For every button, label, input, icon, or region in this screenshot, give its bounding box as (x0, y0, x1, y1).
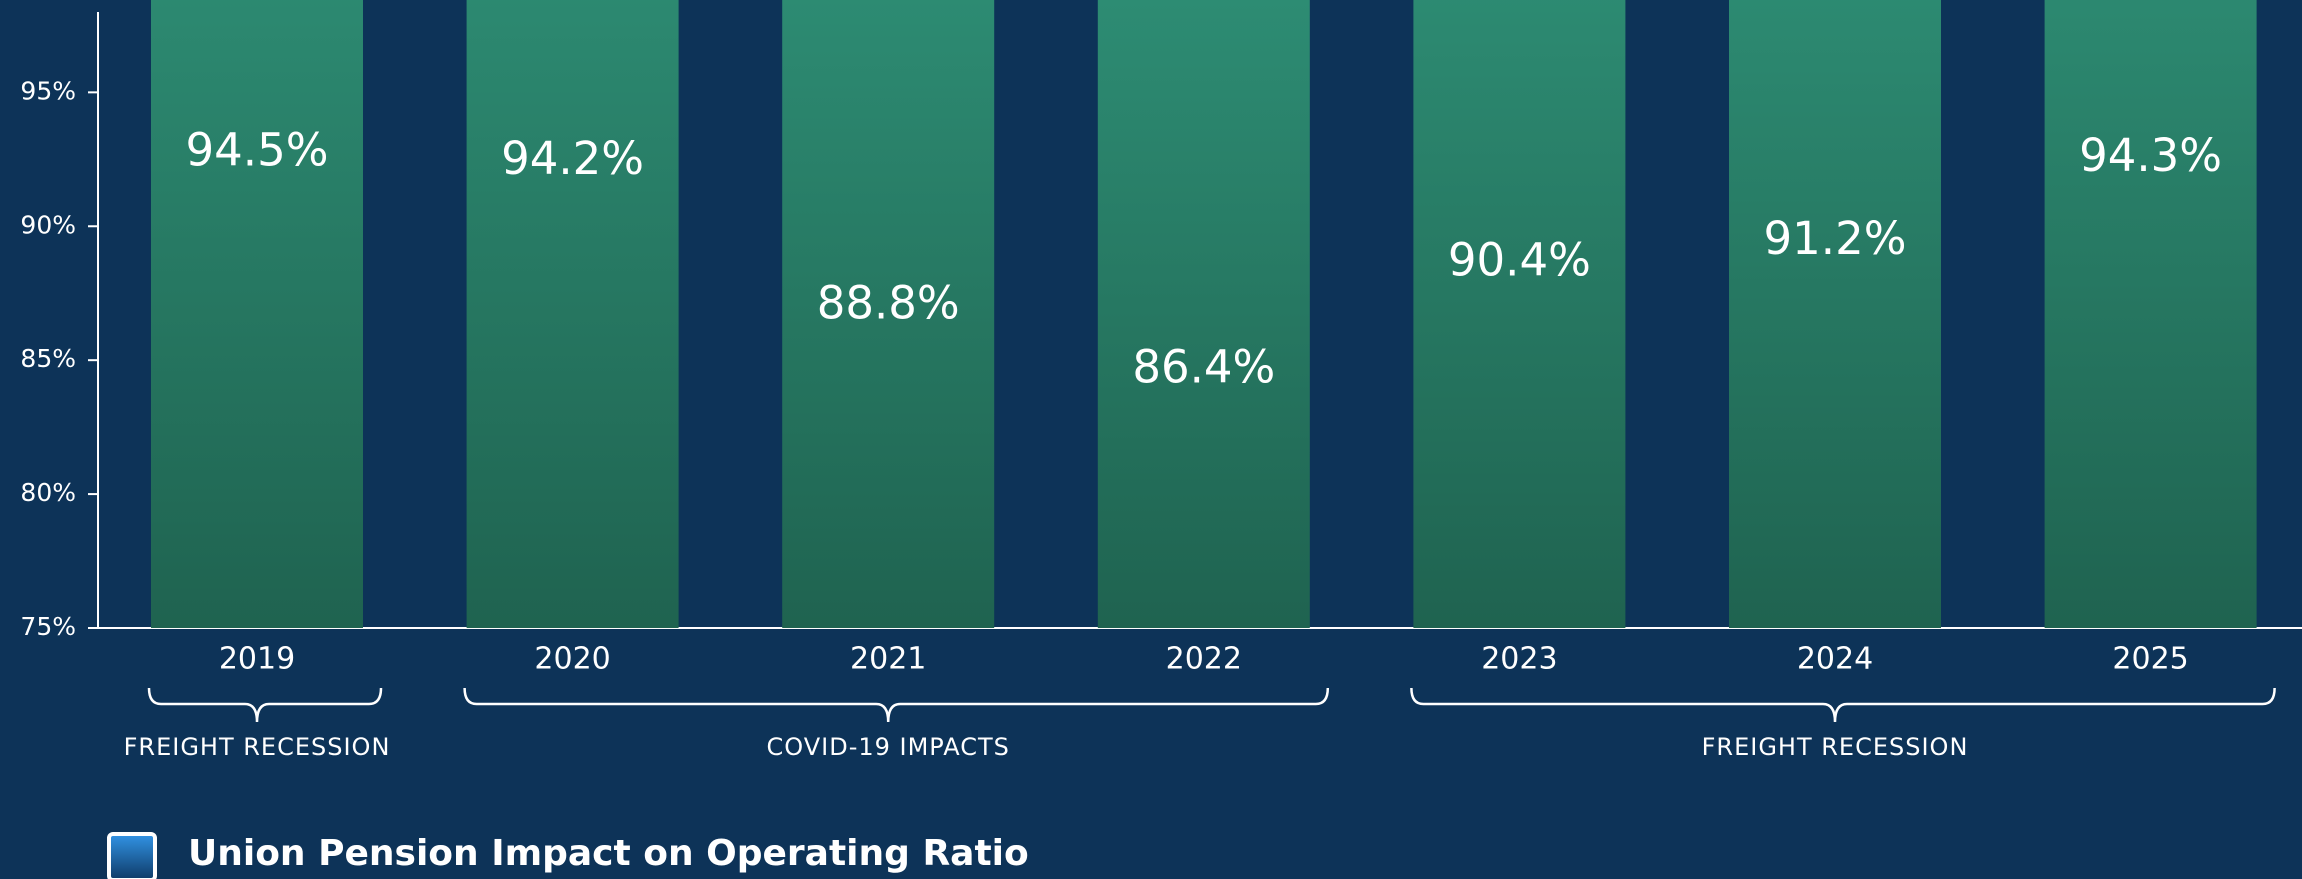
annotation-label: FREIGHT RECESSION (1702, 733, 1969, 761)
bar-segment (2044, 0, 2257, 629)
bar-segment (1413, 0, 1626, 629)
annotation-brace (463, 687, 1330, 723)
x-tick-label: 2025 (2112, 642, 2188, 677)
y-tick-label: 90% (20, 210, 76, 239)
annotation-label: COVID-19 IMPACTS (766, 733, 1009, 761)
legend-label: Union Pension Impact on Operating Ratio (188, 833, 1029, 874)
total-label: 88.8% (817, 276, 960, 329)
y-tick-label: 80% (20, 478, 76, 507)
bar-segment (1729, 0, 1941, 629)
bar-segment (151, 0, 363, 629)
x-tick-label: 2023 (1481, 642, 1557, 677)
x-tick-label: 2019 (219, 642, 295, 677)
annotation-brace (147, 687, 383, 723)
total-label: 90.4% (1448, 234, 1591, 287)
total-label: 94.2% (501, 132, 644, 185)
total-label: 86.4% (1132, 341, 1275, 394)
total-label: 94.5% (186, 124, 329, 177)
annotation-brace (1410, 687, 2276, 723)
y-tick-label: 95% (20, 76, 76, 105)
x-tick-label: 2021 (850, 642, 926, 677)
x-tick-label: 2024 (1797, 642, 1873, 677)
x-tick-label: 2020 (534, 642, 610, 677)
total-label: 91.2% (1764, 212, 1907, 265)
bar-segment (1097, 0, 1310, 628)
x-tick-label: 2022 (1166, 642, 1242, 677)
legend-swatch (107, 832, 157, 879)
annotation-label: FREIGHT RECESSION (124, 733, 391, 761)
y-tick-label: 85% (20, 344, 76, 373)
bar-segment (466, 0, 679, 628)
bar-segment (782, 0, 995, 628)
total-label: 94.3% (2079, 129, 2222, 182)
y-tick-label: 75% (20, 612, 76, 641)
